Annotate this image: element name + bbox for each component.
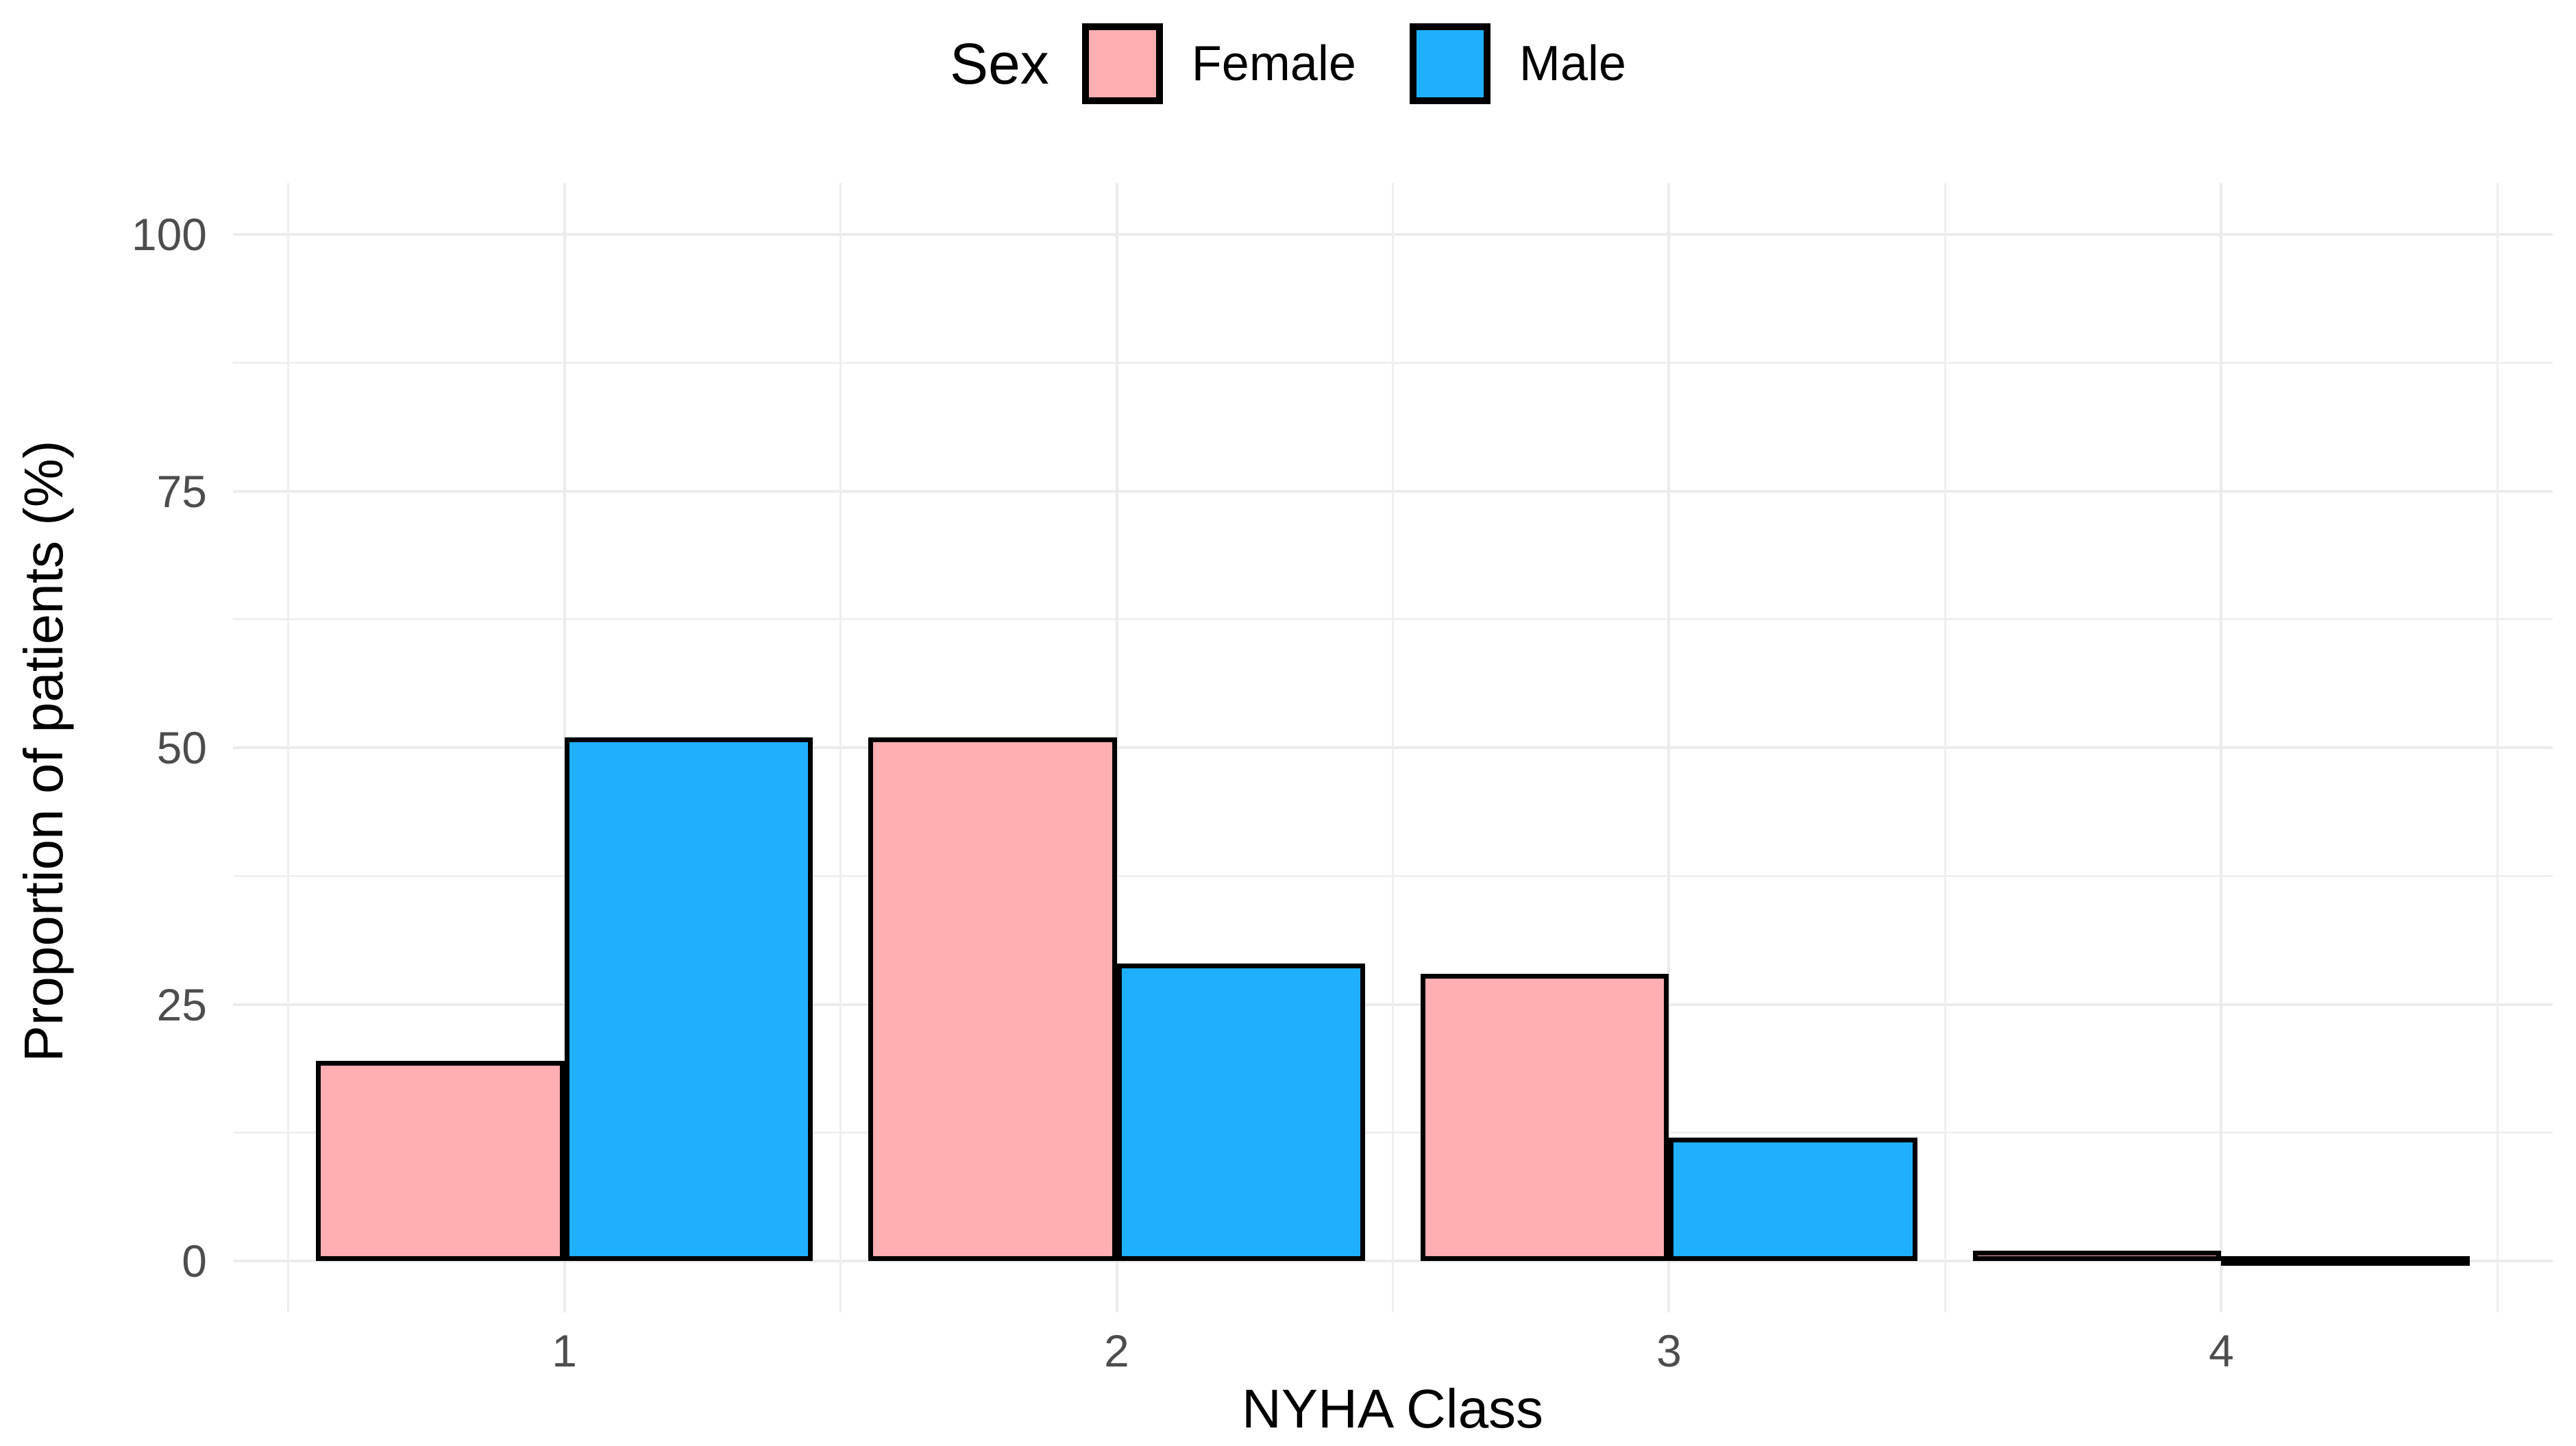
legend-swatch-male <box>1409 23 1491 104</box>
legend-label-female: Female <box>1191 36 1356 91</box>
legend-label-male: Male <box>1519 36 1626 91</box>
bar-male-class-1 <box>564 737 813 1261</box>
x-tick-label-1: 1 <box>552 1325 577 1376</box>
legend-item-male: Male <box>1409 23 1626 104</box>
gridline-v-minor <box>2496 183 2499 1312</box>
y-tick-label-0: 0 <box>182 1236 207 1286</box>
bar-female-class-3 <box>1420 973 1669 1261</box>
plot-panel <box>233 183 2553 1312</box>
legend-swatch-female <box>1081 23 1163 104</box>
bar-female-class-4 <box>1972 1251 2222 1261</box>
legend-title: Sex <box>950 31 1049 96</box>
legend-item-female: Female <box>1081 23 1356 104</box>
bar-female-class-1 <box>315 1060 565 1261</box>
gridline-v-minor <box>287 183 290 1312</box>
x-tick-label-3: 3 <box>1656 1325 1682 1376</box>
y-tick-label-100: 100 <box>131 209 207 260</box>
gridline-v-major <box>2220 183 2223 1312</box>
gridline-v-minor <box>1943 183 1946 1312</box>
x-tick-label-4: 4 <box>2209 1325 2234 1376</box>
y-tick-label-25: 25 <box>156 979 207 1030</box>
bar-female-class-2 <box>868 737 1117 1261</box>
bar-male-class-4 <box>2221 1255 2470 1266</box>
gridline-v-minor <box>1392 183 1394 1312</box>
gridline-v-major <box>1667 183 1671 1312</box>
y-tick-label-75: 75 <box>156 465 207 517</box>
x-tick-label-2: 2 <box>1104 1325 1129 1376</box>
y-tick-label-50: 50 <box>156 722 207 773</box>
legend: Sex Female Male <box>0 12 2576 115</box>
gridline-v-minor <box>839 183 842 1312</box>
bar-male-class-2 <box>1116 963 1366 1261</box>
x-axis-title: NYHA Class <box>1241 1378 1544 1439</box>
bar-male-class-3 <box>1669 1138 1918 1261</box>
gridline-v-major <box>1115 183 1118 1312</box>
